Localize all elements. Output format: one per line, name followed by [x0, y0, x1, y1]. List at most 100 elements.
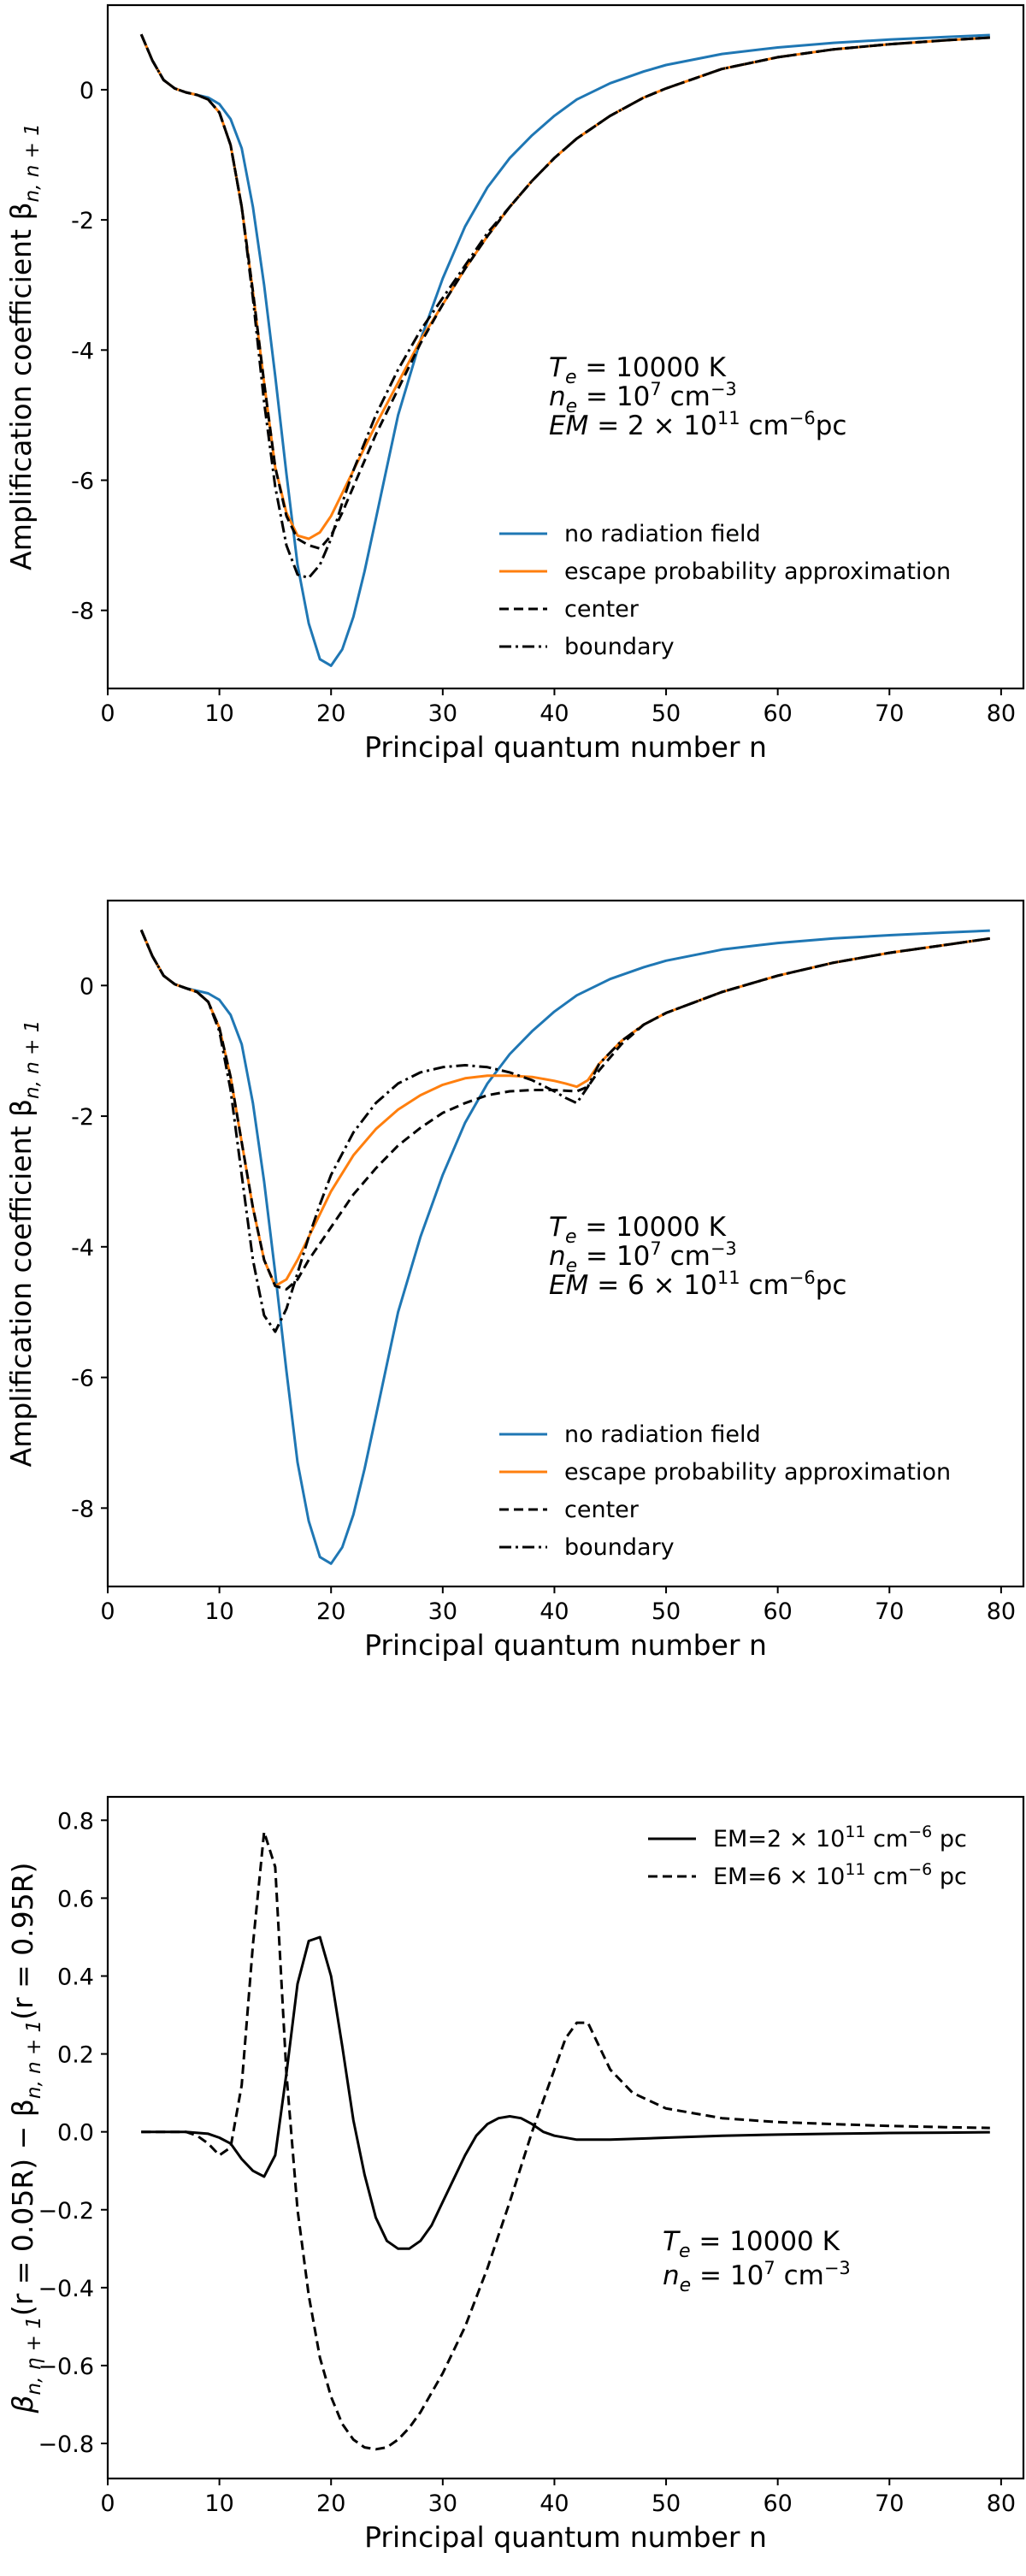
ann-em-unit: cm — [740, 411, 789, 441]
annotation-emission-measure: EM = 2 × 1011 cm−6pc — [549, 408, 846, 441]
y-axis-label-tail: (r = 0.95R) — [6, 1862, 39, 2019]
x-tick-label: 30 — [428, 2490, 457, 2517]
y-axis-label: Amplification coefficient βn, n + 1 — [4, 1020, 44, 1468]
x-tick-label: 10 — [204, 2490, 233, 2517]
x-tick-label: 80 — [987, 1598, 1016, 1625]
y-tick-label: −0.8 — [38, 2431, 94, 2458]
x-tick-label: 60 — [763, 2490, 792, 2517]
x-tick-label: 0 — [100, 700, 115, 727]
ann-em-unit: cm — [740, 1270, 789, 1301]
y-axis-label-main: β — [6, 2395, 39, 2414]
ann-ne-mid: = 10 — [577, 1241, 650, 1272]
x-tick-label: 20 — [316, 2490, 345, 2517]
ann-em: EM — [549, 411, 588, 441]
ann-ne-unit: cm — [775, 2260, 824, 2291]
legend: no radiation field escape probability app… — [499, 1421, 951, 1561]
y-axis-label-mid: (r = 0.05R) − β — [6, 2099, 39, 2316]
legend-label-main: escape probability approximation — [564, 558, 951, 585]
ann-ne-sub: e — [566, 1256, 578, 1277]
x-tick-label: 70 — [875, 2490, 904, 2517]
ann-ne-unit-exp: −3 — [824, 2258, 851, 2278]
y-tick-label: -6 — [71, 1366, 94, 1392]
y-axis-label-sub: n, n + 1 — [21, 123, 44, 202]
x-tick-label: 30 — [428, 1598, 457, 1625]
ann-te: T — [663, 2226, 681, 2257]
ann-ne-sub: e — [680, 2275, 692, 2296]
y-axis-label-main: Amplification coefficient β — [4, 202, 38, 570]
y-axis-label-main: Amplification coefficient β — [4, 1099, 38, 1467]
x-axis-label: Principal quantum number n — [364, 1628, 767, 1662]
y-tick-label: -8 — [71, 1496, 94, 1522]
x-tick-label: 40 — [540, 2490, 569, 2517]
ann-ne-sub: e — [566, 396, 578, 417]
legend-label-main: no radiation field — [564, 1421, 761, 1448]
annotation-density: ne = 107 cm−3 — [549, 379, 737, 417]
ann-te-sub: e — [565, 1226, 577, 1248]
chart-panel-2: 0 10 20 30 40 50 60 70 80 0 -2 -4 -6 -8 Principal quan… — [4, 899, 1025, 1662]
legend-label: boundary — [564, 1534, 675, 1561]
chart-panel-3: 0 10 20 30 40 50 60 70 80 0.8 0.6 0.4 0.2 0.0 −0.2 −0.4… — [6, 1795, 1025, 2554]
ann-te-rest: = 10000 K — [690, 2226, 840, 2257]
series-line-boundary-3 — [139, 929, 991, 1333]
legend-label-main: boundary — [564, 1534, 675, 1561]
y-tick-label: 0.0 — [57, 2120, 94, 2147]
series-group — [139, 33, 990, 667]
legend-label: no radiation field — [564, 1421, 761, 1448]
ann-ne-unit-exp: −3 — [711, 379, 737, 399]
legend-label-unit-exp: −6 — [908, 1860, 932, 1879]
x-tick-label: 50 — [652, 2490, 681, 2517]
ann-ne: n — [663, 2260, 680, 2291]
legend-label: EM=6 × 1011 cm−6 pc — [713, 1860, 967, 1890]
y-tick-label: −0.6 — [38, 2354, 94, 2380]
legend-label-exp: 11 — [845, 1823, 865, 1841]
x-tick-label: 60 — [763, 1598, 792, 1625]
y-tick-label: -6 — [71, 468, 94, 494]
y-tick-label: -2 — [71, 208, 94, 234]
legend-label-main: center — [564, 1497, 640, 1523]
legend-label-unit: cm — [866, 1826, 909, 1852]
series-line-center-2 — [139, 33, 990, 550]
legend-label: no radiation field — [564, 521, 761, 547]
x-tick-label: 10 — [204, 700, 233, 727]
legend-label: escape probability approximation — [564, 1459, 951, 1486]
y-tick-label: -4 — [71, 1235, 94, 1261]
plot-frame — [106, 3, 1025, 690]
legend-label-main: escape probability approximation — [564, 1459, 951, 1486]
annotation-density: ne = 107 cm−3 — [663, 2258, 851, 2296]
ann-em-unit-exp: −6 — [789, 1267, 816, 1288]
x-axis-label: Principal quantum number n — [364, 2520, 767, 2554]
annotation-emission-measure: EM = 6 × 1011 cm−6pc — [549, 1267, 846, 1301]
legend-label: center — [564, 596, 640, 623]
legend-label-unit: cm — [866, 1864, 909, 1890]
ann-te-sub: e — [679, 2241, 691, 2262]
legend-label: center — [564, 1497, 640, 1523]
y-axis-label-sub: n, η + 1 — [23, 2316, 45, 2395]
series-group — [141, 1830, 990, 2451]
legend-label-main: no radiation field — [564, 521, 761, 547]
y-tick-label: 0 — [80, 973, 94, 1000]
y-axis-label-sub: n, n + 1 — [21, 1020, 44, 1099]
y-tick-label: 0 — [80, 78, 94, 104]
ann-te-rest: = 10000 K — [576, 352, 726, 383]
annotation-temperature: Te = 10000 K — [549, 352, 727, 388]
plot-frame — [106, 899, 1025, 1588]
x-tick-label: 80 — [987, 2490, 1016, 2517]
y-tick-label: -8 — [71, 599, 94, 625]
y-tick-label: −0.4 — [38, 2276, 94, 2302]
x-tick-label: 50 — [652, 1598, 681, 1625]
legend-label: boundary — [564, 634, 675, 660]
legend-label-tail: pc — [932, 1864, 967, 1890]
ann-em-tail: pc — [816, 411, 847, 441]
y-axis-label: Amplification coefficient βn, n + 1 — [4, 123, 44, 570]
series-line-no-radiation-field-0 — [139, 33, 990, 667]
ann-em-mid: = 6 × 10 — [588, 1270, 717, 1301]
x-tick-label: 20 — [316, 700, 345, 727]
ann-ne-unit: cm — [662, 1241, 711, 1272]
ann-ne-exp: 7 — [650, 1238, 661, 1259]
x-axis-label: Principal quantum number n — [364, 730, 767, 764]
